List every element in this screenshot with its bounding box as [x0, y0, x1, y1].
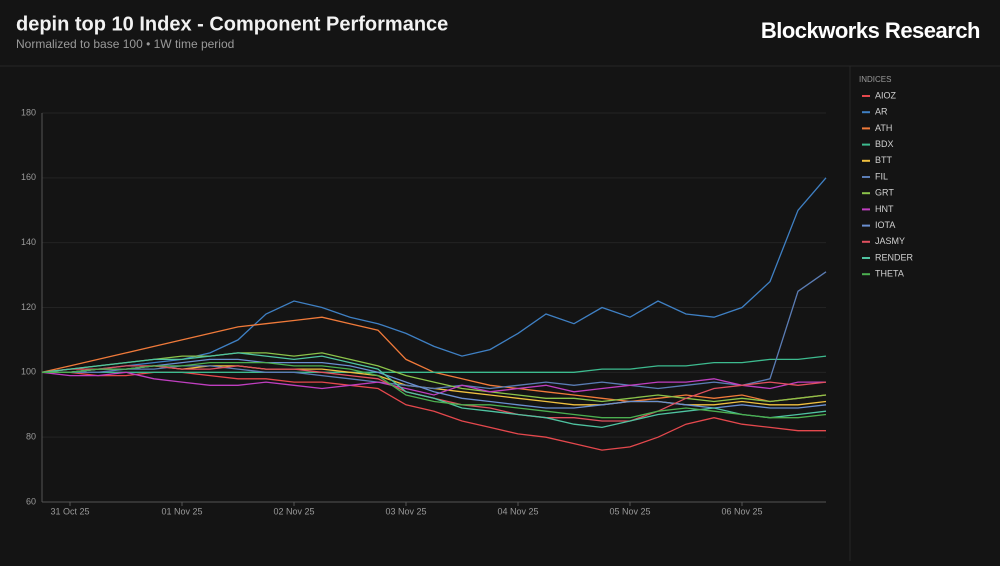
y-tick-label: 80: [26, 432, 36, 442]
x-tick-label: 06 Nov 25: [721, 506, 762, 516]
legend-label: RENDER: [875, 252, 914, 262]
x-tick-label: 04 Nov 25: [497, 506, 538, 516]
legend-label: BTT: [875, 155, 893, 165]
series-line: [41, 352, 827, 403]
y-tick-label: 180: [21, 107, 36, 117]
legend-label: AR: [875, 107, 888, 117]
series-line: [42, 355, 827, 373]
legend-label: THETA: [875, 269, 904, 279]
legend-label: FIL: [875, 171, 888, 181]
y-tick-label: 160: [21, 172, 36, 182]
x-tick-label: 03 Nov 25: [385, 506, 426, 516]
x-tick-label: 05 Nov 25: [609, 506, 650, 516]
x-tick-label: 01 Nov 25: [161, 506, 202, 516]
series-line: [42, 361, 827, 419]
y-tick-label: 100: [21, 367, 36, 377]
series-line: [41, 371, 826, 396]
series-line: [42, 358, 827, 409]
y-tick-label: 60: [26, 496, 36, 506]
legend-label: ATH: [875, 123, 892, 133]
legend-label: BDX: [875, 139, 894, 149]
series-line: [42, 177, 827, 373]
chart-subtitle: Normalized to base 100 • 1W time period: [16, 37, 234, 51]
legend-label: AIOZ: [875, 90, 897, 100]
legend-label: IOTA: [875, 220, 895, 230]
x-tick-label: 02 Nov 25: [273, 506, 314, 516]
legend-label: JASMY: [875, 236, 905, 246]
y-tick-label: 120: [21, 302, 36, 312]
brand-logo: Blockworks Research: [761, 18, 980, 43]
y-tick-label: 140: [21, 237, 36, 247]
chart-title: depin top 10 Index - Component Performan…: [16, 13, 448, 35]
series-line: [41, 352, 827, 429]
x-tick-label: 31 Oct 25: [50, 506, 89, 516]
legend-label: HNT: [875, 204, 894, 214]
series-line: [42, 271, 827, 390]
legend-title: INDICES: [859, 75, 891, 84]
legend-label: GRT: [875, 188, 894, 198]
